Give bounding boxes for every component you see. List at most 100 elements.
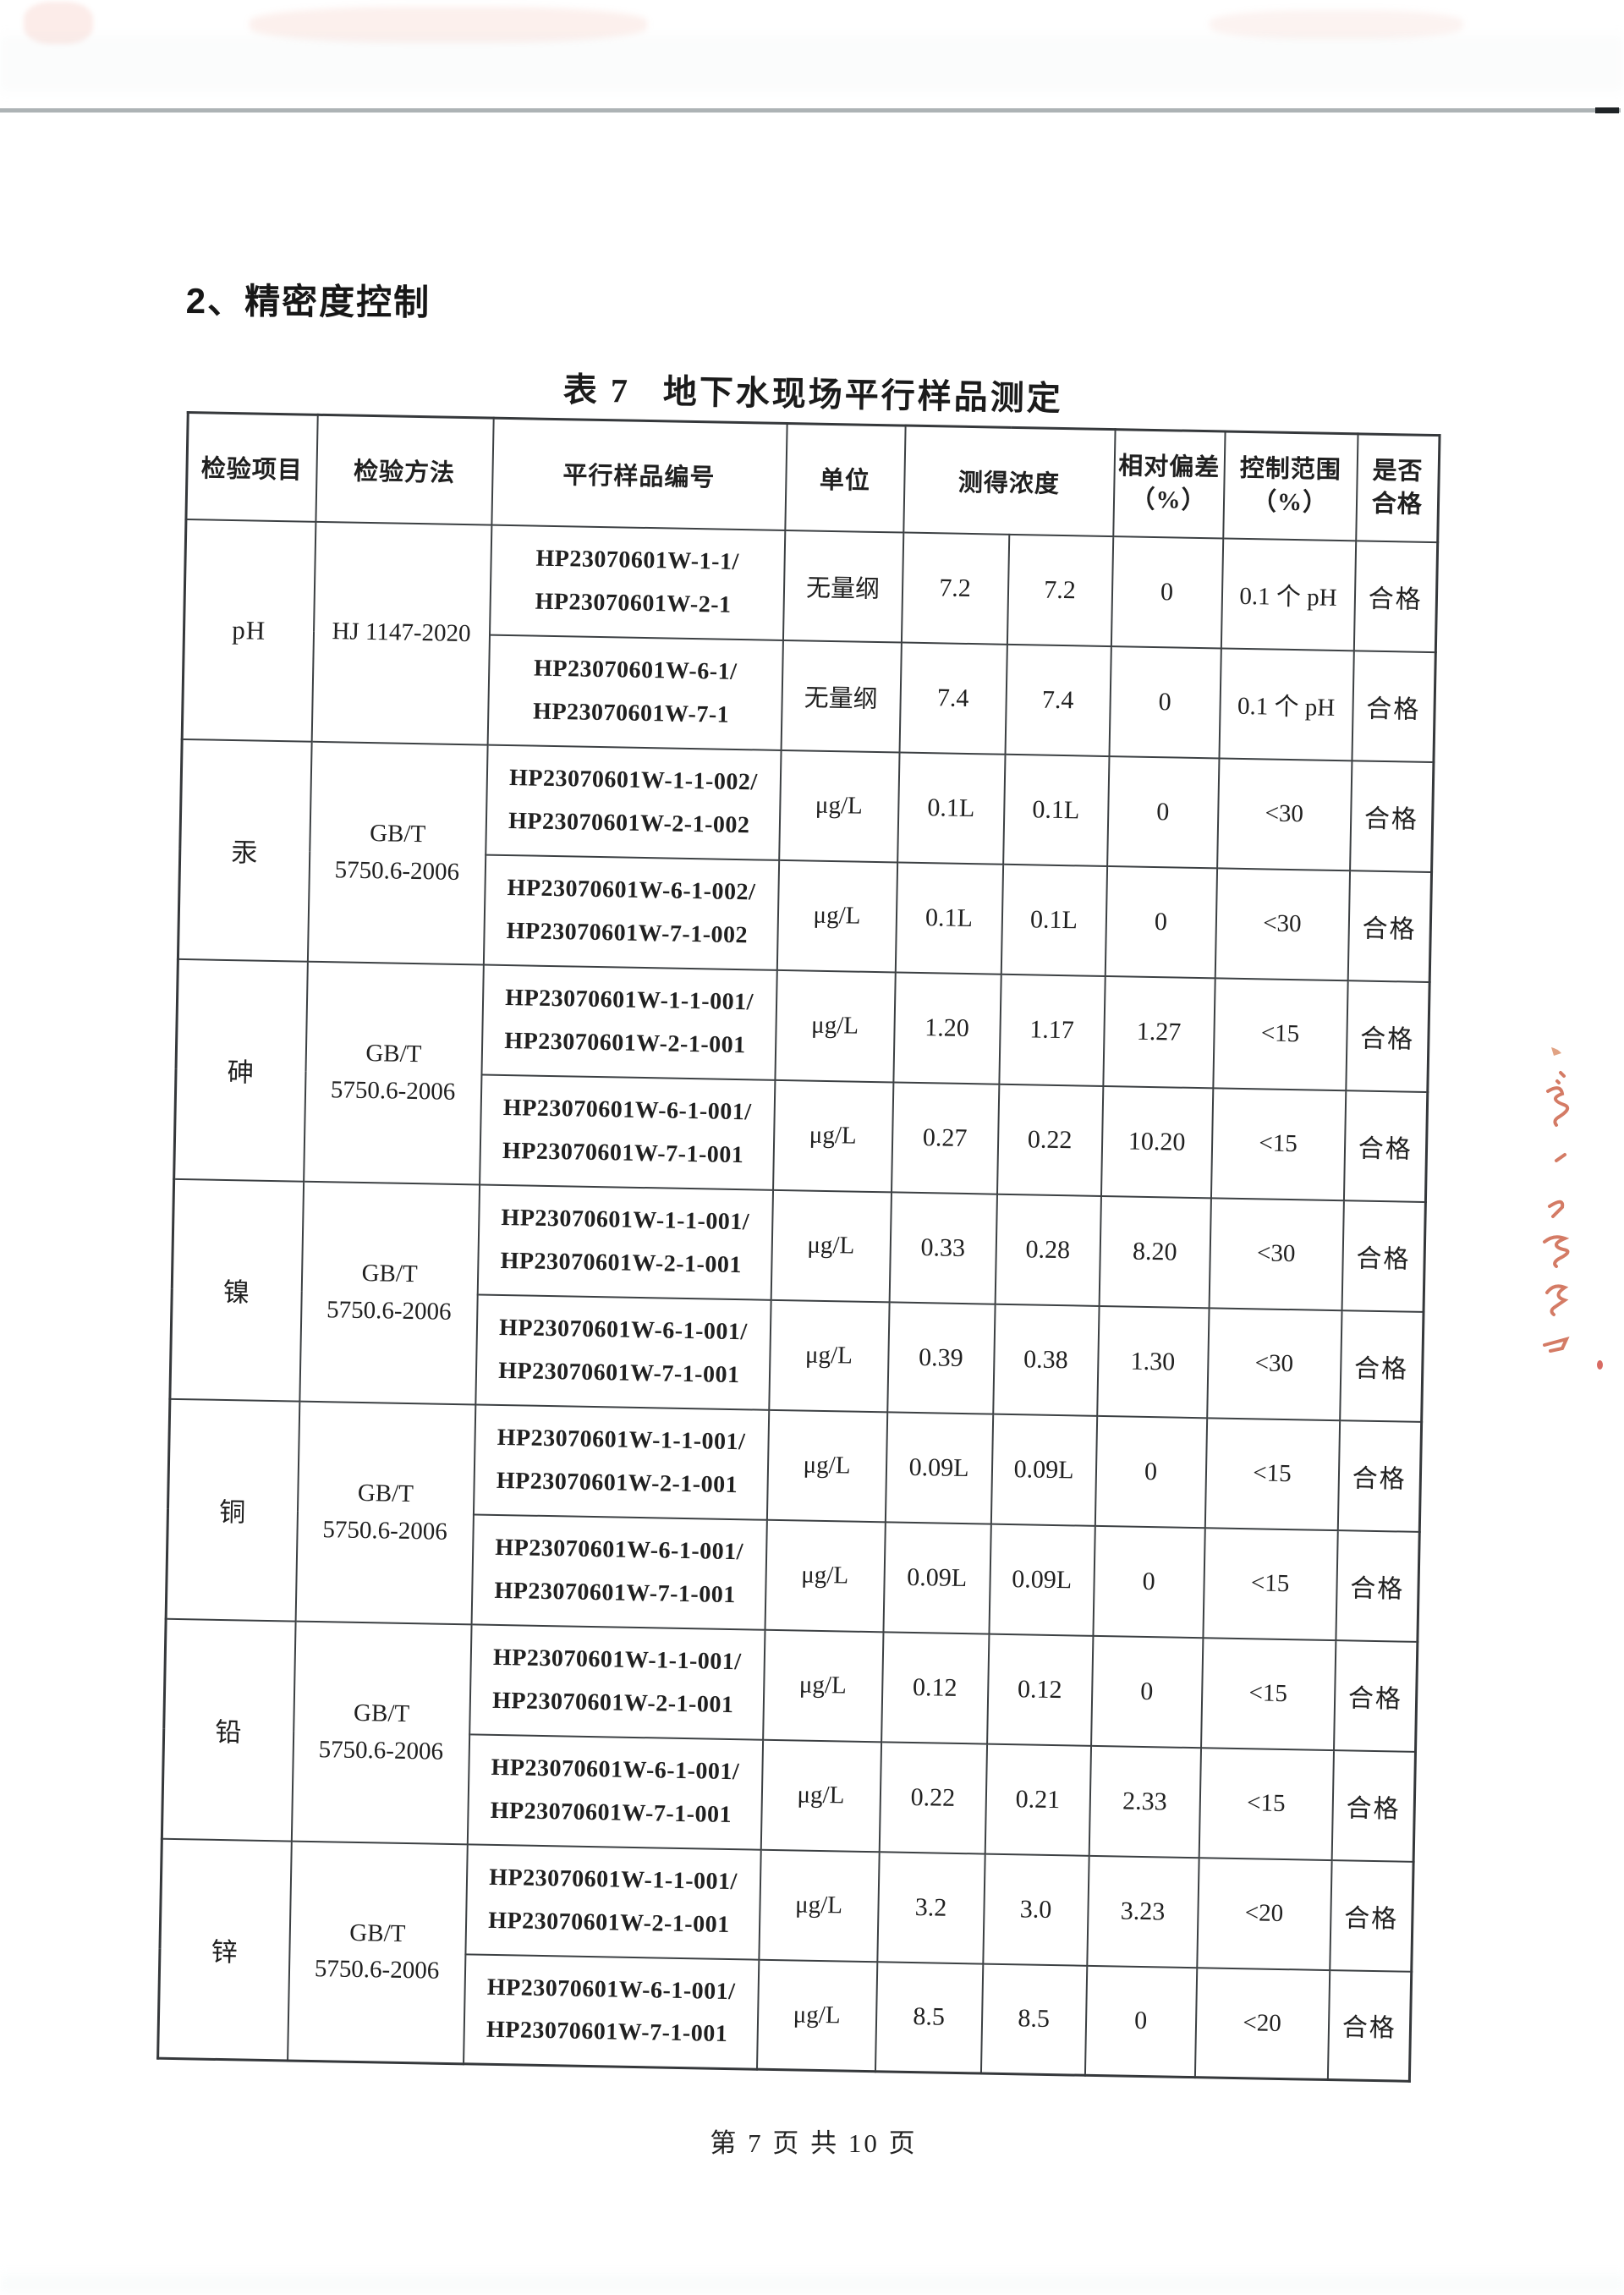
method-line: HJ 1147-2020 [332,617,471,647]
method-line: GB/T [361,1259,418,1288]
cell-concentration-1: 0.1L [897,751,1006,865]
header-line: 相对偏差 [1118,452,1221,481]
method-line: GB/T [349,1919,406,1947]
header-line: （%） [1130,486,1207,514]
cell-pass: 合格 [1337,1419,1422,1532]
table-row: 铅 GB/T 5750.6-2006 HP23070601W-1-1-001/ … [162,1618,1418,1844]
col-header-sample-id: 平行样品编号 [491,418,787,530]
scan-bleed-artifact [250,7,647,42]
cell-control-range: <15 [1202,1527,1338,1640]
sample-id-line: HP23070601W-1-1/ [535,545,740,576]
cell-concentration-1: 1.20 [892,971,1001,1084]
cell-concentration-1: 0.27 [891,1081,999,1194]
cell-method: GB/T 5750.6-2006 [307,741,488,965]
sample-id-line: HP23070601W-6-1-001/ [498,1315,749,1346]
cell-concentration-1: 0.33 [889,1191,997,1304]
cell-sample-id: HP23070601W-6-1-002/ HP23070601W-7-1-002 [483,854,779,970]
cell-pass: 合格 [1333,1639,1418,1752]
cell-sample-id: HP23070601W-6-1-001/ HP23070601W-7-1-001 [463,1953,759,2070]
cell-item: 铅 [162,1618,296,1842]
cell-concentration-1: 0.1L [895,861,1003,975]
section-heading: 2、精密度控制 [185,280,431,323]
cell-concentration-1: 7.2 [901,532,1009,645]
sample-id-line: HP23070601W-2-1-001 [491,1687,734,1718]
sample-id-line: HP23070601W-7-1-001 [486,2017,728,2048]
sample-id-line: HP23070601W-6-1-002/ [507,875,756,906]
cell-item: 铜 [166,1398,299,1622]
sample-id-group: HP23070601W-1-1-001/ HP23070601W-2-1-001 [488,1857,738,1946]
cell-unit: 无量纲 [782,530,903,643]
cell-control-range: <15 [1212,977,1348,1090]
cell-sample-id: HP23070601W-1-1-001/ HP23070601W-2-1-001 [469,1623,765,1740]
method-line: 5750.6-2006 [314,1955,440,1985]
sample-id-group: HP23070601W-6-1-001/ HP23070601W-7-1-001 [494,1527,743,1617]
col-header-deviation: 相对偏差 （%） [1112,429,1226,538]
cell-concentration-2: 7.2 [1007,534,1113,646]
method-line: GB/T [353,1699,410,1728]
cell-pass: 合格 [1347,870,1432,982]
sample-id-line: HP23070601W-1-1-001/ [488,1864,738,1896]
sample-id-line: HP23070601W-2-1-001 [504,1027,746,1058]
cell-control-range: <30 [1215,867,1350,980]
cell-pass: 合格 [1329,1859,1414,1972]
cell-pass: 合格 [1345,980,1430,1092]
cell-concentration-2: 0.28 [995,1194,1101,1306]
cell-concentration-2: 0.38 [992,1304,1100,1416]
cell-sample-id: HP23070601W-1-1/ HP23070601W-2-1 [489,524,785,640]
sample-id-line: HP23070601W-6-1/ [533,655,738,686]
cell-relative-deviation: 0 [1092,1525,1205,1638]
cell-pass: 合格 [1331,1749,1416,1862]
cell-concentration-2: 0.12 [986,1633,1093,1746]
cell-sample-id: HP23070601W-6-1-001/ HP23070601W-7-1-001 [467,1733,763,1850]
scan-bleed-artifact [0,2274,1624,2292]
cell-sample-id: HP23070601W-6-1-001/ HP23070601W-7-1-001 [479,1074,775,1190]
sample-id-line: HP23070601W-7-1-002 [506,917,749,948]
table-row: pH HJ 1147-2020 HP23070601W-1-1/ HP23070… [182,519,1438,745]
cell-item: 锌 [157,1838,292,2061]
sample-id-group: HP23070601W-6-1-001/ HP23070601W-7-1-001 [490,1747,739,1837]
cell-pass: 合格 [1339,1309,1424,1422]
cell-item: 汞 [178,738,312,962]
cell-relative-deviation: 0 [1106,755,1219,868]
cell-method: GB/T 5750.6-2006 [299,1181,480,1404]
sample-id-line: HP23070601W-1-1-002/ [508,765,758,796]
cell-relative-deviation: 3.23 [1086,1855,1199,1968]
sample-id-line: HP23070601W-7-1-001 [494,1577,737,1608]
cell-control-range: 0.1 个 pH [1221,537,1356,651]
cell-control-range: <15 [1200,1637,1336,1750]
sample-id-line: HP23070601W-6-1-001/ [495,1535,744,1566]
cell-concentration-1: 3.2 [876,1851,985,1964]
col-header-concentration: 测得浓度 [903,426,1116,536]
sample-id-group: HP23070601W-1-1-001/ HP23070601W-2-1-001 [500,1197,749,1287]
cell-concentration-2: 7.4 [1005,644,1111,756]
col-header-pass: 是否 合格 [1355,433,1440,542]
cell-pass: 合格 [1353,540,1438,652]
cell-relative-deviation: 0 [1111,535,1223,648]
method-line: GB/T [357,1479,414,1508]
method-line: GB/T [365,1039,422,1068]
sample-id-line: HP23070601W-7-1 [532,698,730,728]
sample-id-group: HP23070601W-1-1/ HP23070601W-2-1 [535,538,739,627]
cell-control-range: <15 [1204,1417,1340,1530]
cell-relative-deviation: 0 [1084,1965,1197,2078]
cell-sample-id: HP23070601W-6-1-001/ HP23070601W-7-1-001 [471,1513,767,1630]
cell-method: HJ 1147-2020 [311,521,491,745]
cell-sample-id: HP23070601W-1-1-001/ HP23070601W-2-1-001 [464,1843,761,1960]
cell-relative-deviation: 1.30 [1096,1305,1210,1418]
sample-id-line: HP23070601W-1-1-001/ [497,1425,746,1456]
cell-concentration-2: 0.1L [1002,754,1110,866]
cell-unit: μg/L [776,859,897,972]
col-header-method: 检验方法 [315,415,494,525]
cell-method: GB/T 5750.6-2006 [291,1621,472,1844]
cell-unit: μg/L [756,1959,877,2072]
scan-bleed-artifact [0,36,1624,91]
cell-sample-id: HP23070601W-1-1-001/ HP23070601W-2-1-001 [477,1183,773,1300]
cell-pass: 合格 [1327,1969,1412,2082]
cell-concentration-2: 0.1L [1001,864,1107,976]
header-line: 合格 [1371,490,1424,519]
header-line: 是否 [1372,457,1424,486]
sample-id-group: HP23070601W-1-1-001/ HP23070601W-2-1-001 [492,1637,742,1727]
sample-id-group: HP23070601W-6-1-001/ HP23070601W-7-1-001 [502,1087,752,1177]
cell-concentration-1: 0.39 [886,1301,996,1414]
cell-unit: μg/L [774,969,896,1082]
